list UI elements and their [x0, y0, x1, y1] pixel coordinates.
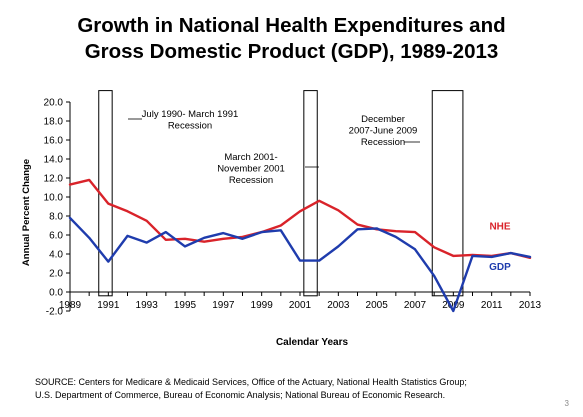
x-tick-label: 1993	[136, 300, 159, 311]
data-point-nhe	[433, 246, 435, 248]
series-line-nhe	[68, 178, 532, 259]
recession-annotation-2: Recession	[229, 175, 273, 186]
y-tick-label: 6.0	[49, 231, 63, 242]
data-point-nhe	[280, 224, 282, 227]
data-point-gdp	[510, 252, 512, 254]
data-point-gdp	[69, 217, 71, 219]
y-tick-label: 14.0	[44, 155, 64, 166]
x-tick-label: 1989	[59, 300, 82, 311]
chart-title-line-1: Growth in National Health Expenditures a…	[77, 14, 506, 37]
data-point-nhe	[241, 236, 244, 238]
recession-bar-2	[303, 90, 318, 297]
legend-label-gdp: GDP	[489, 262, 511, 273]
data-point-nhe	[337, 209, 339, 211]
data-point-gdp	[126, 235, 129, 237]
data-point-nhe	[452, 255, 454, 257]
x-axis-title: Calendar Years	[276, 337, 349, 348]
data-point-nhe	[356, 223, 359, 226]
data-point-gdp	[165, 231, 167, 233]
source-note-line-1: SOURCE: Centers for Medicare & Medicaid …	[35, 377, 467, 387]
y-tick-label: 2.0	[49, 269, 63, 280]
series-line-gdp	[68, 216, 532, 313]
y-tick-label: 20.0	[44, 98, 64, 109]
data-point-gdp	[471, 255, 474, 257]
data-point-nhe	[318, 200, 320, 202]
chart-axes: -2.0 0.0 2.0 4.0 6.0 8.0 10.0 12.0 14.0 16.0 18.0 2…	[21, 98, 542, 349]
recession-annotation-1: July 1990- March 1991	[142, 109, 239, 120]
data-point-gdp	[376, 227, 378, 229]
x-tick-label: 1991	[97, 300, 120, 311]
recession-annotation-3: Recession	[361, 137, 405, 148]
data-point-nhe	[69, 184, 71, 186]
source-note-line-2: U.S. Department of Commerce, Bureau of E…	[35, 390, 446, 400]
data-point-gdp	[241, 238, 244, 240]
x-tick-label: 2011	[481, 300, 503, 311]
recession-bar-3	[431, 90, 464, 297]
x-tick-label: 2005	[366, 300, 389, 311]
data-point-gdp	[318, 260, 320, 262]
data-point-gdp	[356, 228, 359, 230]
data-point-nhe	[203, 241, 205, 243]
data-point-gdp	[337, 245, 339, 247]
x-tick-label: 2013	[519, 300, 542, 311]
x-tick-label: 2009	[442, 300, 465, 311]
data-point-nhe	[146, 220, 148, 222]
y-tick-label: 16.0	[44, 136, 64, 147]
slide-number: 3	[564, 399, 569, 408]
data-point-nhe	[299, 210, 301, 212]
data-point-gdp	[452, 310, 454, 312]
y-tick-label: 0.0	[49, 288, 63, 299]
data-point-gdp	[184, 245, 186, 247]
y-tick-label: 4.0	[49, 250, 63, 261]
data-point-gdp	[529, 256, 531, 258]
x-tick-label: 2001	[289, 300, 312, 311]
data-point-gdp	[146, 242, 148, 244]
chart-title-line-2: Gross Domestic Product (GDP), 1989-2013	[84, 40, 499, 63]
recession-annotation-1: Recession	[168, 121, 212, 132]
data-point-nhe	[88, 179, 90, 181]
x-tick-label: 1995	[174, 300, 197, 311]
data-point-nhe	[395, 230, 397, 232]
data-point-gdp	[414, 248, 416, 250]
y-tick-label: -2.0	[46, 307, 64, 318]
data-point-gdp	[261, 231, 263, 233]
y-tick-label: 8.0	[49, 212, 63, 223]
data-point-gdp	[88, 237, 90, 239]
recession-annotation-3: 2007-June 2009	[349, 126, 418, 137]
data-point-gdp	[395, 236, 397, 238]
data-point-gdp	[280, 229, 282, 231]
y-tick-label: 12.0	[44, 174, 64, 185]
recession-annotation-2: November 2001	[217, 164, 285, 175]
data-point-gdp	[433, 275, 435, 277]
data-point-nhe	[414, 231, 416, 233]
data-point-nhe	[165, 239, 167, 241]
x-tick-label: 2003	[327, 300, 350, 311]
x-tick-label: 2007	[404, 300, 427, 311]
data-point-gdp	[491, 256, 493, 258]
data-point-gdp	[203, 237, 205, 239]
y-tick-label: 18.0	[44, 117, 64, 128]
data-point-nhe	[107, 203, 109, 205]
legend-label-nhe: NHE	[489, 221, 510, 232]
recession-annotation-2: March 2001-	[224, 152, 277, 163]
data-point-gdp	[107, 261, 109, 263]
y-axis-title: Annual Percent Change	[21, 159, 32, 266]
x-tick-label: 1997	[212, 300, 235, 311]
y-tick-label: 10.0	[44, 193, 64, 204]
recession-annotation-3: December	[361, 114, 405, 125]
data-point-gdp	[222, 232, 224, 234]
data-point-nhe	[222, 238, 224, 240]
recession-bands	[98, 90, 464, 297]
x-tick-label: 1999	[251, 300, 274, 311]
chart-series	[68, 178, 532, 313]
data-point-nhe	[184, 238, 186, 240]
data-point-gdp	[299, 260, 301, 262]
data-point-nhe	[126, 210, 129, 212]
